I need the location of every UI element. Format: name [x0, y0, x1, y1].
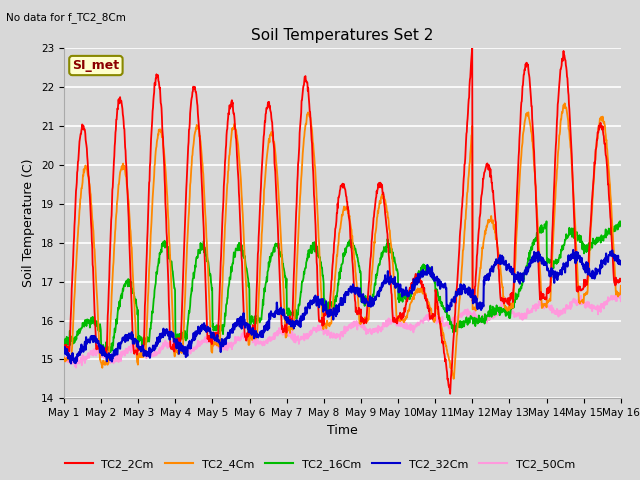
Y-axis label: Soil Temperature (C): Soil Temperature (C) — [22, 159, 35, 288]
Text: No data for f_TC2_8Cm: No data for f_TC2_8Cm — [6, 12, 126, 23]
Title: Soil Temperatures Set 2: Soil Temperatures Set 2 — [252, 28, 433, 43]
Legend: TC2_2Cm, TC2_4Cm, TC2_16Cm, TC2_32Cm, TC2_50Cm: TC2_2Cm, TC2_4Cm, TC2_16Cm, TC2_32Cm, TC… — [60, 455, 580, 474]
X-axis label: Time: Time — [327, 424, 358, 437]
Text: SI_met: SI_met — [72, 59, 120, 72]
